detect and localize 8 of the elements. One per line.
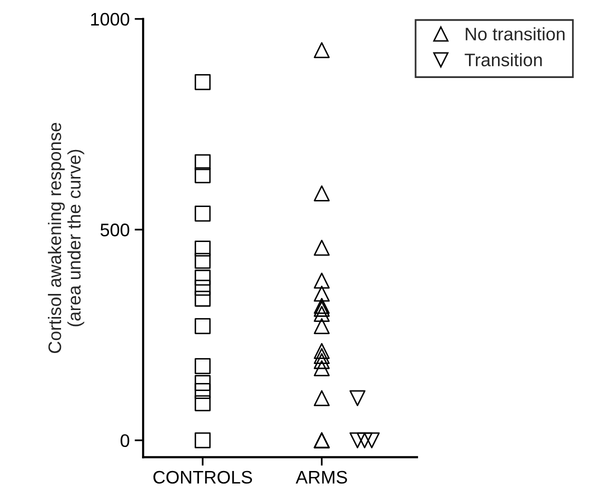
legend-label: No transition [466,27,565,40]
y-tick-label: 0 [120,434,130,448]
y-axis-title: Cortisol awakening response (area under the curve) [48,122,84,354]
y-tick-label: 1000 [91,12,130,26]
x-tick-label: ARMS [296,470,347,484]
legend-label: Transition [464,53,542,66]
x-tick-label: CONTROLS [153,470,252,484]
y-tick-label: 500 [100,224,130,236]
